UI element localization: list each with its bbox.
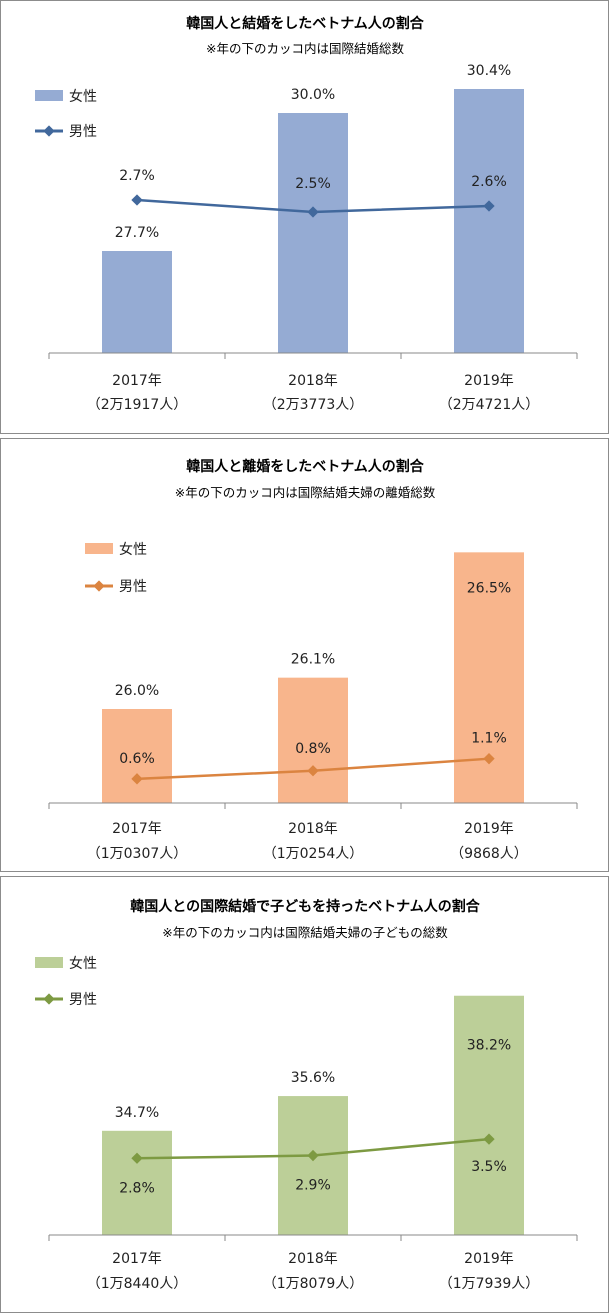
chart-panel-children: 韓国人との国際結婚で子どもを持ったベトナム人の割合 ※年の下のカッコ内は国際結婚夫… [0, 876, 609, 1313]
bar-female [454, 89, 524, 353]
line-data-label: 2.5% [295, 176, 331, 192]
bar-data-label: 38.2% [467, 1038, 511, 1054]
bar-female [278, 113, 348, 353]
legend-label-male: 男性 [119, 579, 147, 595]
chart-svg: 韓国人との国際結婚で子どもを持ったベトナム人の割合 ※年の下のカッコ内は国際結婚夫… [35, 898, 578, 1292]
line-data-label: 0.8% [295, 741, 331, 757]
legend-label-male: 男性 [69, 992, 97, 1008]
bar-data-label: 26.5% [467, 580, 511, 596]
x-tick-label: 2017年 [112, 821, 162, 837]
line-marker-male [307, 206, 319, 218]
legend-swatch-female [35, 90, 63, 101]
bar-data-label: 30.0% [291, 87, 335, 103]
legend-label-male: 男性 [69, 124, 97, 140]
chart-title: 韓国人と離婚をしたベトナム人の割合 [186, 458, 425, 475]
x-tick-label: 2018年 [288, 821, 338, 837]
line-data-label: 2.9% [295, 1178, 331, 1194]
chart-title: 韓国人との国際結婚で子どもを持ったベトナム人の割合 [130, 898, 480, 915]
chart-svg: 韓国人と離婚をしたベトナム人の割合 ※年の下のカッコ内は国際結婚夫婦の離婚総数女性… [48, 458, 578, 862]
chart-subtitle: ※年の下のカッコ内は国際結婚夫婦の子どもの総数 [162, 925, 448, 940]
bar-female [454, 995, 524, 1235]
x-tick-note: （1万8440人） [87, 1276, 188, 1292]
x-tick-label: 2017年 [112, 373, 162, 389]
legend-label-female: 女性 [69, 88, 97, 105]
line-marker-male [483, 753, 495, 765]
line-marker-male [131, 194, 143, 206]
x-tick-note: （9868人） [450, 846, 528, 862]
bar-female [102, 1130, 172, 1235]
legend-label-female: 女性 [119, 541, 147, 558]
line-data-label: 3.5% [471, 1159, 507, 1175]
line-data-label: 1.1% [471, 731, 507, 747]
line-marker-male [483, 200, 495, 212]
x-tick-note: （1万7939人） [439, 1276, 540, 1292]
legend-swatch-female [85, 543, 113, 554]
bar-data-label: 35.6% [291, 1070, 335, 1086]
bar-female [278, 677, 348, 803]
chart-panel-marriage: 韓国人と結婚をしたベトナム人の割合 ※年の下のカッコ内は国際結婚総数女性男性 27.… [0, 0, 609, 434]
x-tick-note: （1万8079人） [263, 1276, 364, 1292]
x-tick-label: 2019年 [464, 1251, 514, 1267]
bar-data-label: 30.4% [467, 63, 511, 79]
x-tick-label: 2019年 [464, 373, 514, 389]
x-tick-label: 2018年 [288, 373, 338, 389]
legend-marker-male [43, 993, 55, 1005]
legend-marker-male [93, 580, 105, 592]
line-marker-male [307, 765, 319, 777]
legend-marker-male [43, 125, 55, 137]
x-tick-label: 2017年 [112, 1251, 162, 1267]
bar-female [102, 709, 172, 803]
line-marker-male [131, 773, 143, 785]
x-tick-note: （2万1917人） [87, 397, 188, 413]
bar-data-label: 26.0% [115, 683, 159, 699]
legend-label-female: 女性 [69, 955, 97, 972]
x-tick-note: （1万0254人） [263, 846, 364, 862]
x-tick-note: （2万4721人） [439, 397, 540, 413]
bar-data-label: 27.7% [115, 225, 159, 241]
bar-data-label: 34.7% [115, 1105, 159, 1121]
bar-female [278, 1096, 348, 1235]
legend-swatch-female [35, 957, 63, 968]
chart-title: 韓国人と結婚をしたベトナム人の割合 [186, 15, 425, 32]
line-data-label: 2.7% [119, 168, 155, 184]
line-data-label: 2.6% [471, 174, 507, 190]
chart-subtitle: ※年の下のカッコ内は国際結婚総数 [206, 41, 404, 56]
bar-female [102, 251, 172, 353]
chart-subtitle: ※年の下のカッコ内は国際結婚夫婦の離婚総数 [175, 485, 436, 500]
x-tick-label: 2019年 [464, 821, 514, 837]
x-tick-note: （1万0307人） [87, 846, 188, 862]
bar-data-label: 26.1% [291, 652, 335, 668]
x-tick-label: 2018年 [288, 1251, 338, 1267]
x-tick-note: （2万3773人） [263, 397, 364, 413]
chart-panel-divorce: 韓国人と離婚をしたベトナム人の割合 ※年の下のカッコ内は国際結婚夫婦の離婚総数女性… [0, 438, 609, 872]
line-data-label: 0.6% [119, 751, 155, 767]
line-data-label: 2.8% [119, 1180, 155, 1196]
